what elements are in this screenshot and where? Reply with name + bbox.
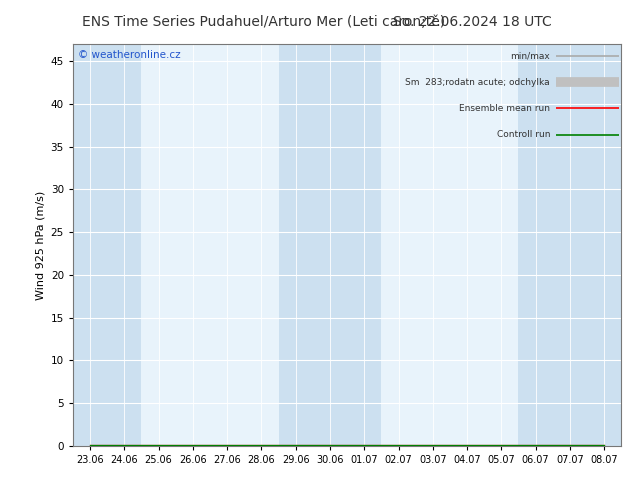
Bar — [278, 44, 382, 446]
Text: Ensemble mean run: Ensemble mean run — [459, 104, 550, 113]
Text: min/max: min/max — [510, 51, 550, 61]
Bar — [519, 44, 621, 446]
Bar — [73, 44, 141, 446]
Text: Controll run: Controll run — [496, 130, 550, 139]
Text: © weatheronline.cz: © weatheronline.cz — [79, 50, 181, 60]
Text: So. 22.06.2024 18 UTC: So. 22.06.2024 18 UTC — [393, 15, 552, 29]
Text: Sm  283;rodatn acute; odchylka: Sm 283;rodatn acute; odchylka — [405, 78, 550, 87]
Text: ENS Time Series Pudahuel/Arturo Mer (Leti caron;tě): ENS Time Series Pudahuel/Arturo Mer (Let… — [82, 15, 446, 29]
Y-axis label: Wind 925 hPa (m/s): Wind 925 hPa (m/s) — [35, 191, 45, 299]
